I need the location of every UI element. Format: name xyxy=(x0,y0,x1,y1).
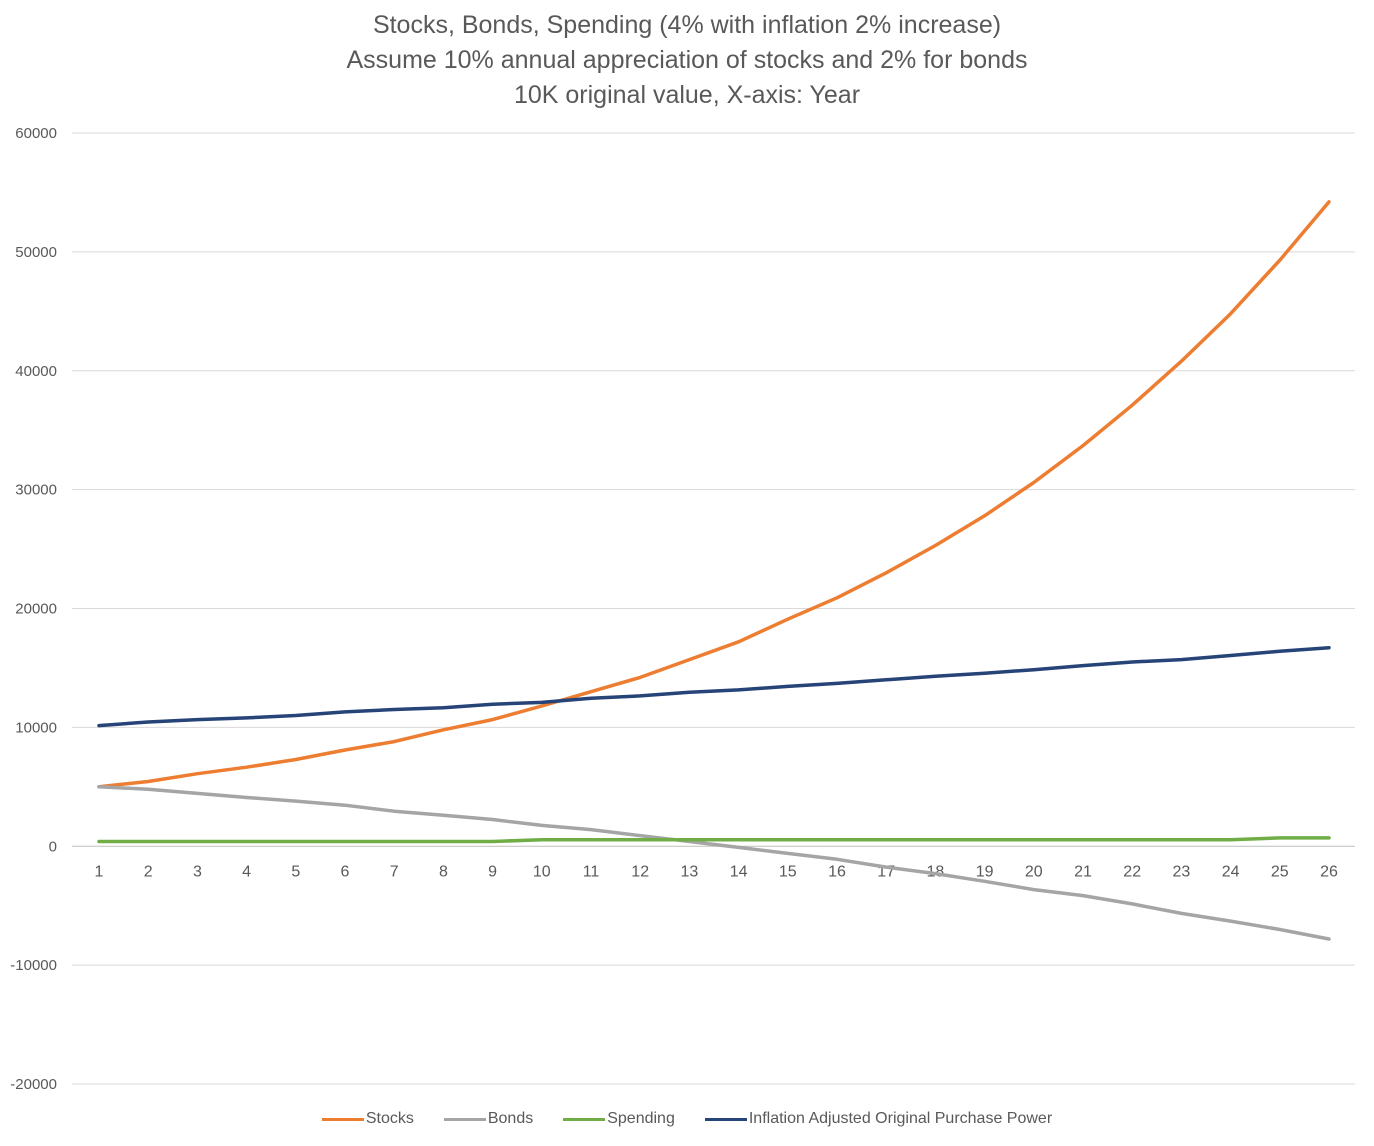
chart-title: Stocks, Bonds, Spending (4% with inflati… xyxy=(372,11,1002,39)
gridlines xyxy=(72,132,1355,1085)
chart-title-block: Stocks, Bonds, Spending (4% with inflati… xyxy=(0,8,1374,113)
x-tick-label: 6 xyxy=(341,863,350,880)
x-tick-label: 2 xyxy=(144,863,153,880)
y-tick-label: 10000 xyxy=(15,719,57,736)
x-tick-label: 20 xyxy=(1025,863,1043,880)
y-axis-tick-labels: 60000 50000 40000 30000 20000 10000 0 -10000 -20… xyxy=(10,125,57,1093)
legend-item: Bonds xyxy=(443,1110,534,1128)
y-tick-label: -10000 xyxy=(10,957,57,974)
y-tick-label: 40000 xyxy=(15,363,57,380)
x-tick-label: 9 xyxy=(488,863,497,880)
x-tick-label: 22 xyxy=(1123,863,1141,880)
series-line-spending xyxy=(97,836,1331,844)
y-tick-label: 50000 xyxy=(15,244,57,261)
x-tick-label: 14 xyxy=(730,863,748,880)
x-tick-label: 1 xyxy=(95,863,104,880)
x-axis-tick-labels: 1 2 3 4 5 6 7 8 9 10 11 12 13 14 15 16 17 18 19 20 21 22 23 24 2… xyxy=(95,863,1338,880)
x-tick-label: 10 xyxy=(533,863,551,880)
x-tick-label: 23 xyxy=(1173,863,1191,880)
x-tick-label: 21 xyxy=(1074,863,1092,880)
legend-swatch xyxy=(563,1117,606,1121)
x-tick-label: 4 xyxy=(242,863,251,880)
legend: Stocks Bonds Spending Inflation Adjusted Or… xyxy=(0,1110,1374,1128)
x-tick-label: 25 xyxy=(1271,863,1289,880)
x-tick-label: 11 xyxy=(583,863,600,880)
x-tick-label: 3 xyxy=(193,863,202,880)
legend-swatch xyxy=(443,1117,486,1121)
series-lines xyxy=(97,200,1331,941)
legend-label: Inflation Adjusted Original Purchase Pow… xyxy=(748,1110,1053,1127)
y-tick-label: 30000 xyxy=(15,482,57,499)
series-line-inflation-adjusted-original-purchase-power xyxy=(97,645,1331,728)
legend-label: Spending xyxy=(607,1110,675,1127)
legend-item: Stocks xyxy=(321,1110,414,1128)
x-tick-label: 13 xyxy=(681,863,699,880)
y-tick-label: 0 xyxy=(49,838,57,855)
series-line-stocks xyxy=(97,200,1331,789)
y-tick-label: -20000 xyxy=(10,1076,57,1093)
chart-subtitle-line-2: 10K original value, X-axis: Year xyxy=(513,81,861,109)
x-tick-label: 12 xyxy=(631,863,649,880)
legend-swatch xyxy=(704,1117,747,1121)
x-tick-label: 7 xyxy=(390,863,399,880)
y-tick-label: 20000 xyxy=(15,601,57,618)
legend-item: Spending xyxy=(563,1110,675,1128)
x-tick-label: 26 xyxy=(1320,863,1338,880)
legend-item: Inflation Adjusted Original Purchase Pow… xyxy=(704,1110,1053,1128)
x-tick-label: 15 xyxy=(779,863,797,880)
x-tick-label: 5 xyxy=(291,863,300,880)
legend-label: Bonds xyxy=(487,1110,534,1127)
legend-label: Stocks xyxy=(365,1110,414,1127)
x-tick-label: 19 xyxy=(976,863,994,880)
x-tick-label: 16 xyxy=(828,863,846,880)
chart-subtitle-line-1: Assume 10% annual appreciation of stocks… xyxy=(346,46,1028,74)
x-tick-label: 24 xyxy=(1222,863,1240,880)
y-tick-label: 60000 xyxy=(15,125,57,142)
series-line-bonds xyxy=(97,785,1331,941)
legend-swatch xyxy=(321,1117,364,1121)
x-tick-label: 8 xyxy=(439,863,448,880)
